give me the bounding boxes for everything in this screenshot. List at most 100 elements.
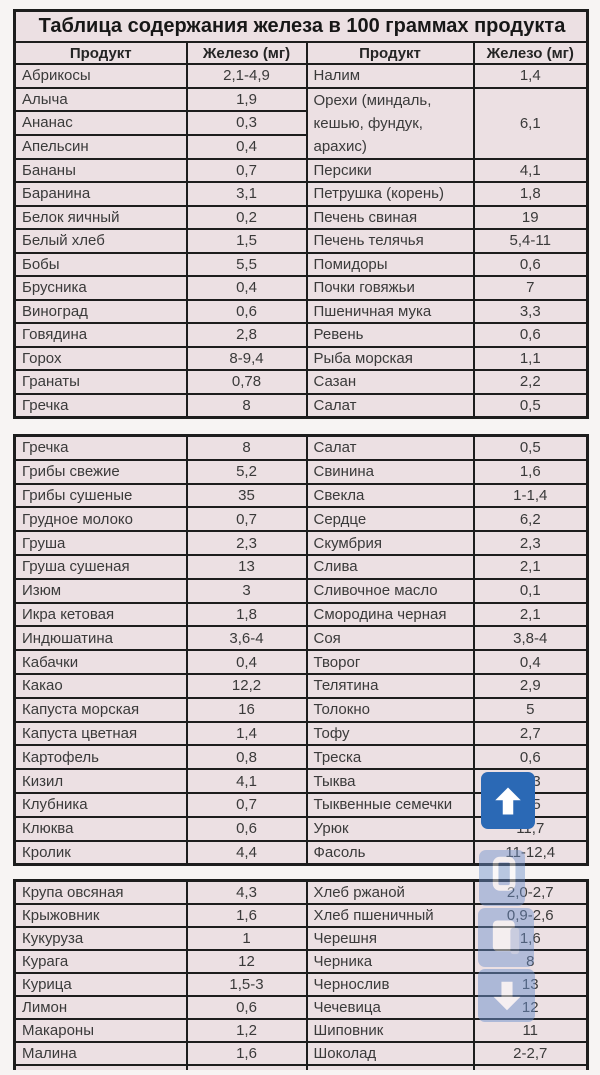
product-cell: Сливочное масло <box>305 577 475 604</box>
iron-value-cell: 7 <box>472 275 589 301</box>
iron-value-cell <box>472 1064 589 1071</box>
iron-value-cell <box>185 1064 308 1071</box>
product-cell: Чернослив <box>305 972 475 998</box>
product-cell: Груша <box>13 530 188 556</box>
table-row: Гречка 8 Салат 0,5 <box>13 434 589 461</box>
product-cell: Изюм <box>13 577 188 604</box>
scroll-up-button[interactable] <box>481 772 535 829</box>
iron-value-cell: 3,8-4 <box>472 625 589 652</box>
product-cell: Черешня <box>305 926 475 952</box>
column-header-product-right: Продукт <box>305 41 475 65</box>
product-cell: Какао <box>13 672 188 699</box>
iron-table-section-2: Гречка 8 Салат 0,5 Грибы свежие 5,2 Свинина 1,6… <box>13 434 589 867</box>
table-row: Курага 12 Черника 8 <box>13 949 589 975</box>
iron-value-cell: 1,6 <box>472 926 589 952</box>
product-cell: Крыжовник <box>13 903 188 929</box>
product-cell: Тыква <box>305 768 475 794</box>
iron-value-cell: 0,6 <box>472 322 589 348</box>
frame-button[interactable] <box>479 850 525 906</box>
product-cell: Говядина <box>13 322 188 348</box>
product-cell: Слива <box>305 553 475 580</box>
table-row: Баранина 3,1 Петрушка (корень) 1,8 <box>13 181 589 207</box>
product-cell: Скумбрия <box>305 530 475 556</box>
iron-value-cell: 8 <box>185 392 308 419</box>
product-cell: Абрикосы <box>13 63 188 89</box>
arrow-down-icon <box>488 975 526 1017</box>
iron-value-cell: 1 <box>185 926 308 952</box>
iron-value-cell: 1-1,4 <box>472 482 589 509</box>
product-cell: Гречка <box>13 434 188 461</box>
product-cell: Тофу <box>305 720 475 747</box>
product-cell: Кролик <box>13 839 188 866</box>
iron-value-cell: 13 <box>185 553 308 580</box>
iron-value-cell: 0,3 <box>185 110 308 136</box>
product-cell: Индюшатина <box>13 625 188 652</box>
table-row: Кролик 4,4 Фасоль 11-12,4 <box>13 839 589 866</box>
product-cell: Гранаты <box>13 369 188 395</box>
product-cell <box>13 1064 188 1071</box>
iron-value-cell: 1,6 <box>185 1041 308 1067</box>
product-cell: Виноград <box>13 298 188 324</box>
document-button[interactable] <box>478 908 534 967</box>
table-row: Апельсин 0,4 <box>13 133 588 160</box>
iron-value-cell: 1,1 <box>472 345 589 371</box>
table-row: Кабачки 0,4 Творог 0,4 <box>13 649 589 675</box>
product-cell: Белок яичный <box>13 204 188 230</box>
product-cell: Хлеб пшеничный <box>305 903 475 929</box>
iron-value-cell: 2,9 <box>472 672 589 699</box>
product-cell: Гречка <box>13 392 188 419</box>
header-row: Продукт Железо (мг) Продукт Железо (мг) <box>13 41 589 65</box>
iron-value-cell: 0,7 <box>185 506 308 533</box>
iron-value-cell: 19 <box>472 204 589 230</box>
iron-value-cell: 3,3 <box>472 298 589 324</box>
iron-table-section-3: Крупа овсяная 4,3 Хлеб ржаной 2,0-2,7 Крыжов… <box>13 879 589 1071</box>
iron-value-cell: 5,4-11 <box>472 228 589 254</box>
table-row: Икра кетовая 1,8 Смородина черная 2,1 <box>13 601 589 628</box>
product-cell: Хлеб ржаной <box>305 879 475 906</box>
product-cell: Сазан <box>305 369 475 395</box>
iron-value-cell: 0,5 <box>472 392 589 419</box>
product-cell: Салат <box>305 392 475 419</box>
product-cell: Рыба морская <box>305 345 475 371</box>
product-cell: Кизил <box>13 768 188 794</box>
table-row: Грибы сушеные 35 Свекла 1-1,4 <box>13 482 589 509</box>
iron-value-cell: 2,3 <box>472 530 589 556</box>
scroll-down-button[interactable] <box>478 969 535 1022</box>
product-cell: Капуста цветная <box>13 720 188 747</box>
column-header-iron-right: Железо (мг) <box>472 41 589 65</box>
iron-value-cell: 1,6 <box>185 903 308 929</box>
table-row: Малина 1,6 Шоколад 2-2,7 <box>13 1041 589 1067</box>
frame-icon <box>485 855 519 901</box>
iron-value-cell: 1,8 <box>185 601 308 628</box>
product-cell: Пшеничная мука <box>305 298 475 324</box>
document-icon <box>487 916 525 960</box>
table-row: Клюква 0,6 Урюк 11,7 <box>13 815 589 842</box>
iron-value-cell: 1,6 <box>472 458 589 485</box>
iron-value-cell: 6,1 <box>472 86 589 160</box>
iron-value-cell: 0,6 <box>185 815 308 842</box>
column-header-product-left: Продукт <box>13 41 188 65</box>
product-cell: Шиповник <box>305 1018 475 1044</box>
product-cell: Помидоры <box>305 251 475 277</box>
iron-value-cell: 4,3 <box>185 879 308 906</box>
iron-value-cell: 0,5 <box>472 434 589 461</box>
iron-value-cell: 1,4 <box>472 63 589 89</box>
iron-value-cell: 12 <box>185 949 308 975</box>
iron-value-cell: 1,4 <box>185 720 308 747</box>
iron-value-cell: 1,9 <box>185 86 308 113</box>
iron-value-cell: 1,5-3 <box>185 972 308 998</box>
table-row: Абрикосы 2,1-4,9 Налим 1,4 <box>13 63 589 89</box>
product-cell: Свекла <box>305 482 475 509</box>
product-cell: Курага <box>13 949 188 975</box>
product-cell: Кабачки <box>13 649 188 675</box>
iron-value-cell: 35 <box>185 482 308 509</box>
table-row: Капуста цветная 1,4 Тофу 2,7 <box>13 720 589 747</box>
product-cell: Макароны <box>13 1018 188 1044</box>
iron-value-cell: 0,7 <box>185 791 308 818</box>
column-header-iron-left: Железо (мг) <box>185 41 308 65</box>
iron-value-cell: 2,1 <box>472 601 589 628</box>
product-cell: Ананас <box>13 110 188 136</box>
table-row: Белый хлеб 1,5 Печень телячья 5,4-11 <box>13 228 589 254</box>
product-cell: Горох <box>13 345 188 371</box>
product-cell: Клюква <box>13 815 188 842</box>
